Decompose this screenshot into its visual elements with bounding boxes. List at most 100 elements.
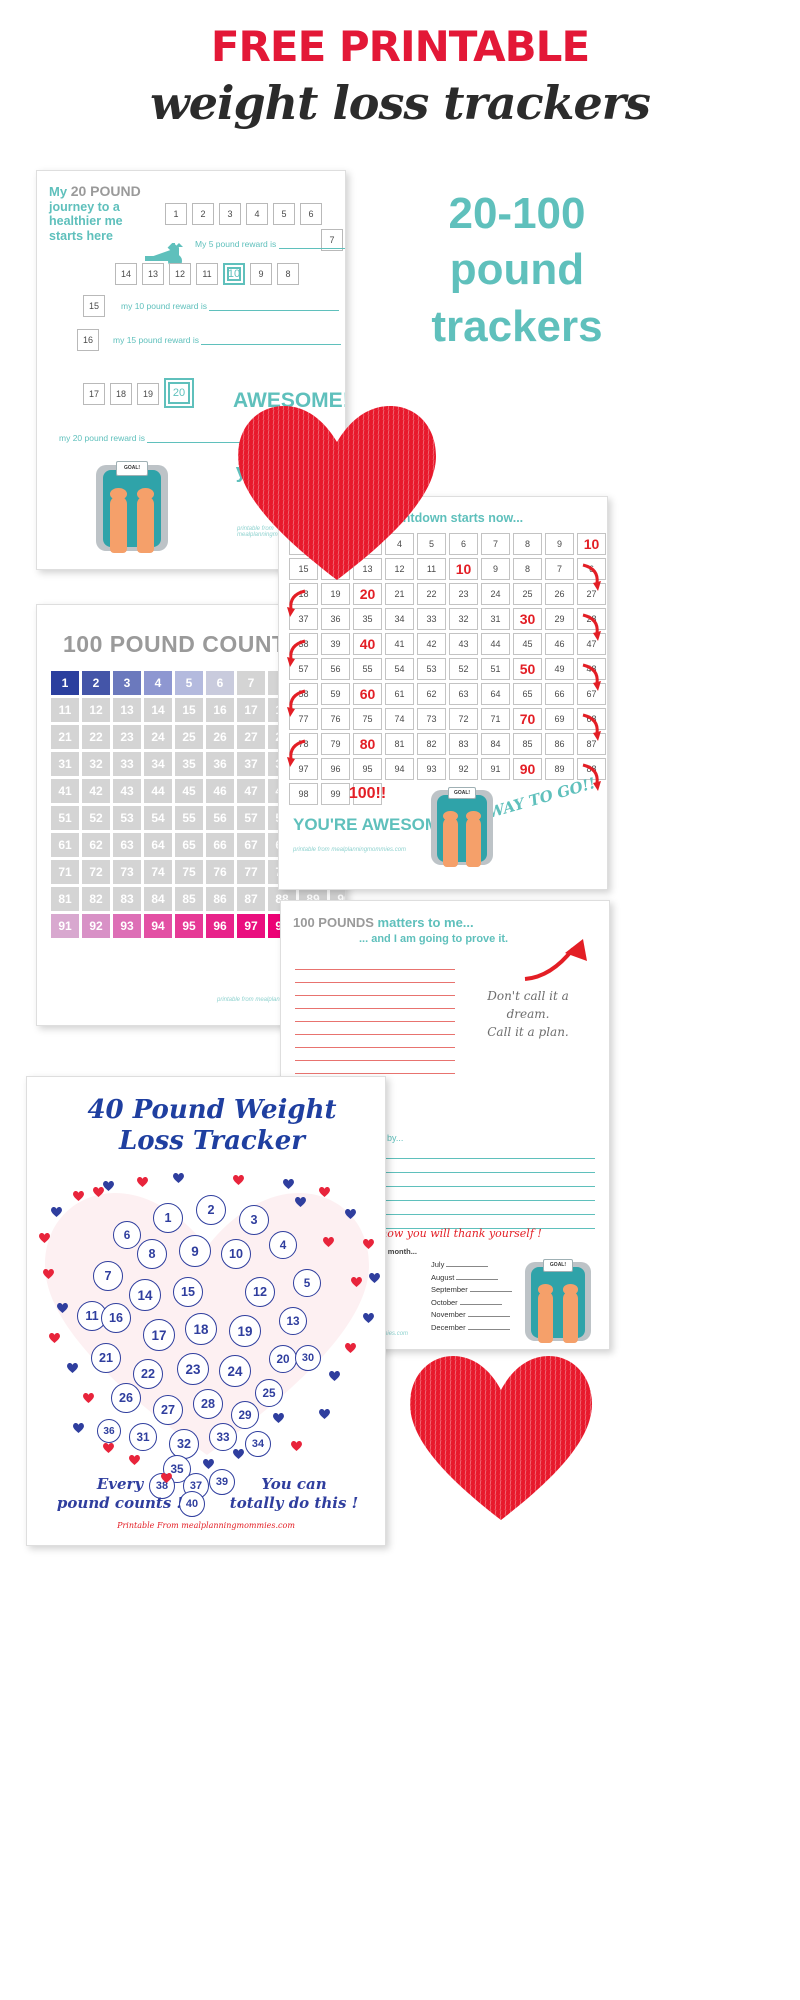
heart-number-circle-28[interactable]: 28: [193, 1389, 223, 1419]
countdown-cell-81[interactable]: 81: [385, 733, 414, 755]
countdown-cell-29[interactable]: 29: [545, 608, 574, 630]
count-cell-34[interactable]: 34: [144, 752, 172, 776]
count-cell-25[interactable]: 25: [175, 725, 203, 749]
number-cell-8[interactable]: 8: [277, 263, 299, 285]
heart-number-circle-34[interactable]: 34: [245, 1431, 271, 1457]
month-row[interactable]: July: [431, 1259, 512, 1272]
count-cell-33[interactable]: 33: [113, 752, 141, 776]
countdown-cell-10[interactable]: 10: [449, 558, 478, 580]
heart-number-circle-1[interactable]: 1: [153, 1203, 183, 1233]
count-cell-65[interactable]: 65: [175, 833, 203, 857]
tracker-card-20-pound[interactable]: My 20 POUND journey to a healthier me star…: [36, 170, 346, 570]
count-cell-42[interactable]: 42: [82, 779, 110, 803]
heart-number-circle-40[interactable]: 40: [179, 1491, 205, 1517]
number-cell-15[interactable]: 15: [83, 295, 105, 317]
heart-number-circle-31[interactable]: 31: [129, 1423, 157, 1451]
countdown-cell-52[interactable]: 52: [449, 658, 478, 680]
count-cell-27[interactable]: 27: [237, 725, 265, 749]
card-goal-months-right[interactable]: July August September October November D…: [431, 1259, 512, 1334]
card-20-reward-15-line[interactable]: [201, 336, 342, 345]
count-cell-66[interactable]: 66: [206, 833, 234, 857]
count-cell-22[interactable]: 22: [82, 725, 110, 749]
countdown-cell-41[interactable]: 41: [385, 633, 414, 655]
countdown-cell-44[interactable]: 44: [481, 633, 510, 655]
countdown-cell-34[interactable]: 34: [385, 608, 414, 630]
count-cell-45[interactable]: 45: [175, 779, 203, 803]
count-cell-74[interactable]: 74: [144, 860, 172, 884]
count-cell-91[interactable]: 91: [51, 914, 79, 938]
countdown-cell-62[interactable]: 62: [417, 683, 446, 705]
number-cell-6[interactable]: 6: [300, 203, 322, 225]
red-line[interactable]: [295, 1048, 455, 1061]
countdown-cell-40[interactable]: 40: [353, 633, 382, 655]
count-cell-61[interactable]: 61: [51, 833, 79, 857]
heart-number-circle-39[interactable]: 39: [209, 1469, 235, 1495]
count-cell-72[interactable]: 72: [82, 860, 110, 884]
heart-number-circle-17[interactable]: 17: [143, 1319, 175, 1351]
countdown-cell-90[interactable]: 90: [513, 758, 542, 780]
countdown-cell-53[interactable]: 53: [417, 658, 446, 680]
count-cell-76[interactable]: 76: [206, 860, 234, 884]
heart-number-circle-26[interactable]: 26: [111, 1383, 141, 1413]
heart-number-circle-6[interactable]: 6: [113, 1221, 141, 1249]
heart-number-circle-15[interactable]: 15: [173, 1277, 203, 1307]
countdown-cell-24[interactable]: 24: [481, 583, 510, 605]
heart-number-circle-4[interactable]: 4: [269, 1231, 297, 1259]
month-line-november[interactable]: [467, 1309, 510, 1317]
countdown-cell-92[interactable]: 92: [449, 758, 478, 780]
countdown-cell-89[interactable]: 89: [545, 758, 574, 780]
countdown-cell-4[interactable]: 4: [385, 533, 414, 555]
count-cell-36[interactable]: 36: [206, 752, 234, 776]
countdown-cell-95[interactable]: 95: [353, 758, 382, 780]
countdown-cell-38[interactable]: 38: [289, 633, 318, 655]
heart-number-circle-16[interactable]: 16: [101, 1303, 131, 1333]
countdown-cell-6[interactable]: 6: [449, 533, 478, 555]
countdown-cell-86[interactable]: 86: [545, 733, 574, 755]
heart-number-circle-30[interactable]: 30: [295, 1345, 321, 1371]
countdown-cell-77[interactable]: 77: [289, 708, 318, 730]
teal-line[interactable]: [295, 1145, 595, 1159]
countdown-cell-10[interactable]: 10: [577, 533, 606, 555]
countdown-cell-54[interactable]: 54: [385, 658, 414, 680]
heart-number-circle-20[interactable]: 20: [269, 1345, 297, 1373]
number-cell-10[interactable]: 10: [223, 263, 245, 285]
count-cell-54[interactable]: 54: [144, 806, 172, 830]
red-line[interactable]: [295, 957, 455, 970]
count-cell-32[interactable]: 32: [82, 752, 110, 776]
card-20-reward-20-line[interactable]: [147, 434, 276, 443]
countdown-cell-21[interactable]: 21: [385, 583, 414, 605]
count-cell-2[interactable]: 2: [82, 671, 110, 695]
count-cell-24[interactable]: 24: [144, 725, 172, 749]
count-cell-95[interactable]: 95: [175, 914, 203, 938]
count-cell-31[interactable]: 31: [51, 752, 79, 776]
countdown-cell-57[interactable]: 57: [289, 658, 318, 680]
heart-number-circle-12[interactable]: 12: [245, 1277, 275, 1307]
teal-line[interactable]: [295, 1159, 595, 1173]
number-cell-20[interactable]: 20: [164, 378, 194, 408]
number-cell-9[interactable]: 9: [250, 263, 272, 285]
count-cell-62[interactable]: 62: [82, 833, 110, 857]
heart-number-circle-14[interactable]: 14: [129, 1279, 161, 1311]
count-cell-11[interactable]: 11: [51, 698, 79, 722]
heart-number-circle-22[interactable]: 22: [133, 1359, 163, 1389]
count-cell-67[interactable]: 67: [237, 833, 265, 857]
month-line-september[interactable]: [469, 1284, 512, 1292]
countdown-cell-80[interactable]: 80: [353, 733, 382, 755]
heart-number-circle-8[interactable]: 8: [137, 1239, 167, 1269]
number-cell-12[interactable]: 12: [169, 263, 191, 285]
countdown-cell-94[interactable]: 94: [385, 758, 414, 780]
heart-number-circle-33[interactable]: 33: [209, 1423, 237, 1451]
count-cell-55[interactable]: 55: [175, 806, 203, 830]
countdown-cell-32[interactable]: 32: [449, 608, 478, 630]
countdown-cell-55[interactable]: 55: [353, 658, 382, 680]
count-cell-83[interactable]: 83: [113, 887, 141, 911]
month-line-july[interactable]: [446, 1259, 489, 1267]
countdown-cell-23[interactable]: 23: [449, 583, 478, 605]
countdown-cell-74[interactable]: 74: [385, 708, 414, 730]
count-cell-94[interactable]: 94: [144, 914, 172, 938]
count-cell-26[interactable]: 26: [206, 725, 234, 749]
count-cell-73[interactable]: 73: [113, 860, 141, 884]
card-goal-red-lines[interactable]: [295, 957, 455, 1074]
countdown-cell-18[interactable]: 18: [289, 583, 318, 605]
heart-number-circle-24[interactable]: 24: [219, 1355, 251, 1387]
